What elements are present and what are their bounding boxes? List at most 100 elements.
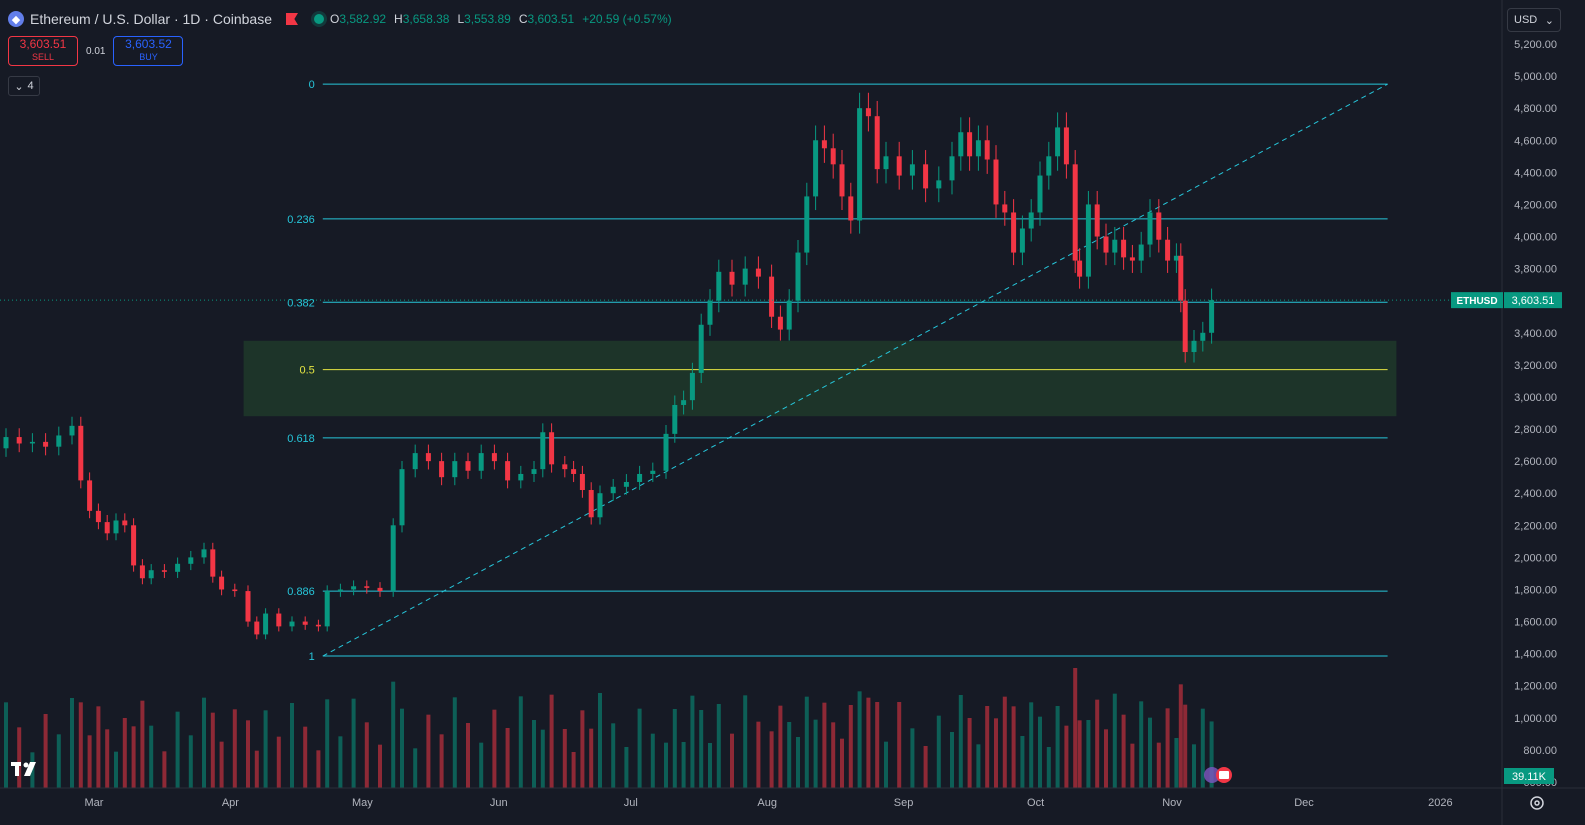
candle-body bbox=[364, 586, 370, 588]
buy-price: 3,603.52 bbox=[125, 37, 172, 51]
y-tick-label: 2,600.00 bbox=[1514, 456, 1557, 468]
volume-bar bbox=[804, 696, 809, 788]
x-tick-label: May bbox=[352, 797, 373, 809]
ohlc-low-key: L bbox=[457, 12, 465, 26]
sell-button[interactable]: 3,603.51 SELL bbox=[8, 36, 78, 66]
candle-body bbox=[531, 469, 537, 474]
ohlc-change: +20.59 (+0.57%) bbox=[582, 12, 672, 26]
volume-bar bbox=[492, 709, 497, 788]
volume-bar bbox=[1086, 720, 1091, 788]
candle-body bbox=[161, 570, 167, 572]
candle-body bbox=[1094, 204, 1100, 237]
candle-body bbox=[188, 557, 194, 564]
candle-body bbox=[1156, 212, 1162, 240]
volume-bar bbox=[1130, 743, 1135, 788]
candle-body bbox=[839, 164, 845, 197]
volume-bar bbox=[1192, 744, 1196, 788]
candle-body bbox=[755, 268, 761, 277]
volume-bar bbox=[985, 706, 990, 788]
volume-bar bbox=[716, 704, 721, 788]
candle-body bbox=[1085, 204, 1091, 277]
volume-bar bbox=[866, 697, 871, 788]
ohlc-close-key: C bbox=[518, 12, 528, 26]
candle-body bbox=[698, 324, 704, 373]
candle-body bbox=[1112, 239, 1118, 253]
y-tick-label: 800.00 bbox=[1523, 745, 1557, 757]
volume-bar bbox=[325, 699, 330, 788]
volume-bar bbox=[994, 718, 998, 788]
candle-body bbox=[883, 156, 889, 170]
volume-bar bbox=[276, 736, 281, 788]
candle-body bbox=[1063, 127, 1069, 165]
candle-body bbox=[681, 400, 687, 405]
buy-button[interactable]: 3,603.52 BUY bbox=[113, 36, 184, 66]
volume-bar bbox=[897, 702, 902, 788]
candle-body bbox=[1200, 332, 1206, 341]
volume-bar bbox=[571, 752, 576, 788]
volume-bar bbox=[532, 720, 536, 788]
candle-body bbox=[562, 464, 568, 470]
currency-value: USD bbox=[1514, 14, 1538, 26]
candle-body bbox=[1191, 340, 1197, 353]
volume-bar bbox=[1200, 708, 1205, 788]
sell-label: SELL bbox=[31, 52, 55, 62]
candle-body bbox=[716, 271, 722, 301]
candle-body bbox=[1072, 164, 1078, 261]
candle-body bbox=[1028, 212, 1034, 229]
volume-bar bbox=[452, 697, 457, 788]
candle-body bbox=[351, 586, 357, 590]
support-zone bbox=[243, 340, 1397, 417]
candle-body bbox=[909, 164, 915, 176]
candle-body bbox=[672, 404, 678, 434]
y-tick-label: 5,000.00 bbox=[1514, 71, 1557, 83]
volume-bar bbox=[848, 705, 853, 788]
volume-bar bbox=[43, 714, 48, 788]
gear-icon[interactable] bbox=[1528, 794, 1546, 812]
symbol-title[interactable]: Ethereum / U.S. Dollar · 1D · Coinbase bbox=[30, 11, 272, 27]
fib-level-label: 0.5 bbox=[300, 365, 315, 377]
volume-bar bbox=[351, 698, 356, 788]
currency-select[interactable]: USD ⌄ bbox=[1507, 8, 1561, 32]
y-tick-label: 4,200.00 bbox=[1514, 199, 1557, 211]
candle-body bbox=[813, 140, 819, 197]
volume-bar bbox=[316, 750, 321, 788]
candle-body bbox=[742, 268, 748, 285]
volume-bar bbox=[1209, 721, 1214, 788]
flag-icon[interactable] bbox=[285, 13, 298, 25]
candle-body bbox=[122, 520, 128, 526]
volume-tag-label: 39.11K bbox=[1512, 771, 1547, 783]
candle-body bbox=[958, 132, 964, 157]
volume-bar bbox=[413, 748, 418, 788]
candle-body bbox=[821, 140, 827, 149]
volume-bar bbox=[1139, 701, 1144, 788]
volume-bar bbox=[338, 736, 343, 788]
candle-body bbox=[623, 481, 629, 487]
indicator-icons[interactable] bbox=[1198, 765, 1238, 785]
volume-bar bbox=[708, 743, 712, 788]
candle-body bbox=[412, 453, 418, 470]
volume-bar bbox=[756, 721, 761, 788]
candle-body bbox=[148, 570, 154, 579]
y-tick-label: 5,200.00 bbox=[1514, 39, 1557, 51]
fib-level-label: 0.886 bbox=[287, 586, 315, 598]
volume-bar bbox=[202, 697, 206, 788]
volume-bar bbox=[549, 694, 554, 788]
x-tick-label: Mar bbox=[85, 797, 104, 809]
tradingview-logo-icon[interactable] bbox=[10, 758, 46, 778]
volume-bar bbox=[87, 735, 92, 788]
y-tick-label: 3,800.00 bbox=[1514, 264, 1557, 276]
candle-body bbox=[1165, 239, 1171, 261]
volume-bar bbox=[884, 741, 888, 788]
ohlc-open-value: 3,582.92 bbox=[339, 12, 387, 26]
candle-body bbox=[689, 372, 695, 401]
candle-body bbox=[201, 549, 207, 558]
ohlc-low-value: 3,553.89 bbox=[464, 12, 511, 26]
candle-body bbox=[3, 437, 9, 449]
volume-bar bbox=[505, 728, 510, 788]
volume-bar bbox=[1104, 729, 1108, 788]
candle-body bbox=[87, 480, 93, 511]
candle-body bbox=[104, 522, 110, 534]
indicators-collapse-button[interactable]: ⌄ 4 bbox=[8, 76, 40, 96]
ohlc-close-value: 3,603.51 bbox=[527, 12, 575, 26]
